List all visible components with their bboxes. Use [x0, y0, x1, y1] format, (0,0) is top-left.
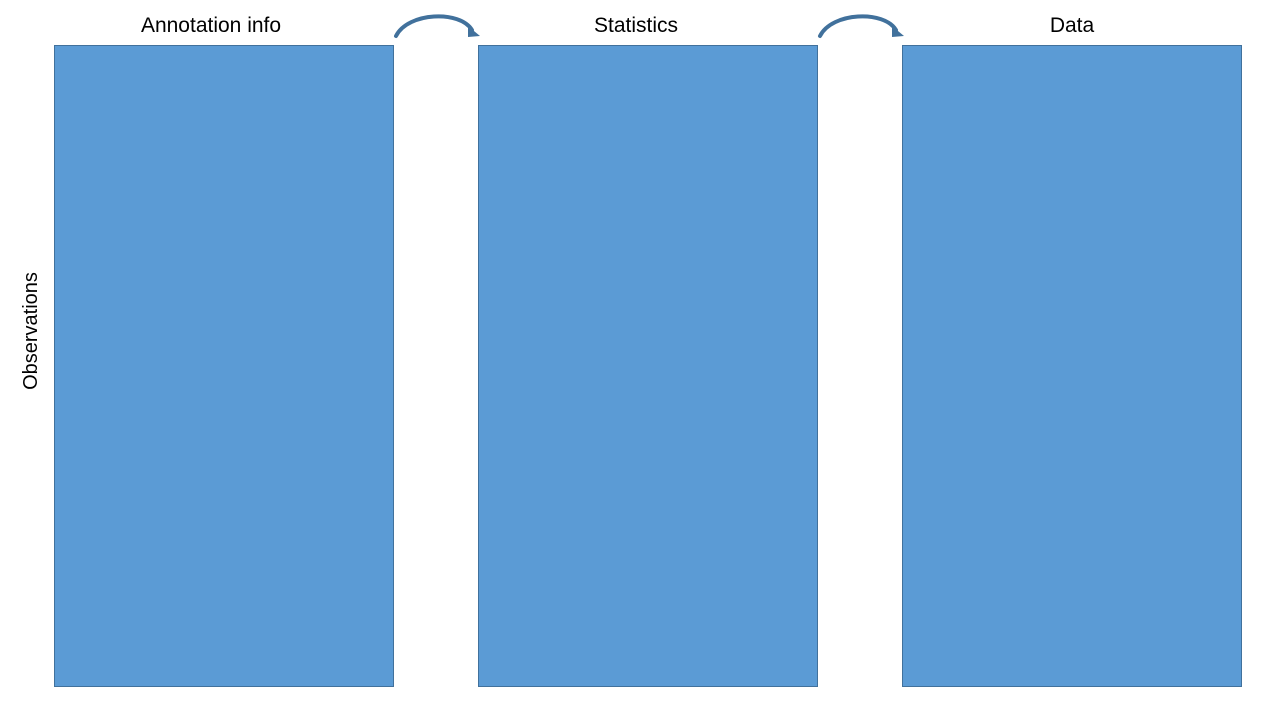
- data-block: [902, 45, 1242, 687]
- row-label-observations: Observations: [20, 272, 42, 390]
- column-title-data: Data: [1049, 14, 1095, 37]
- statistics-block: [478, 45, 818, 687]
- column-title-annotation-info: Annotation info: [140, 14, 282, 37]
- curved-arrow-icon: [818, 14, 904, 38]
- curved-arrow-icon: [394, 14, 480, 38]
- annotation-info-block: [54, 45, 394, 687]
- column-title-statistics: Statistics: [593, 14, 679, 37]
